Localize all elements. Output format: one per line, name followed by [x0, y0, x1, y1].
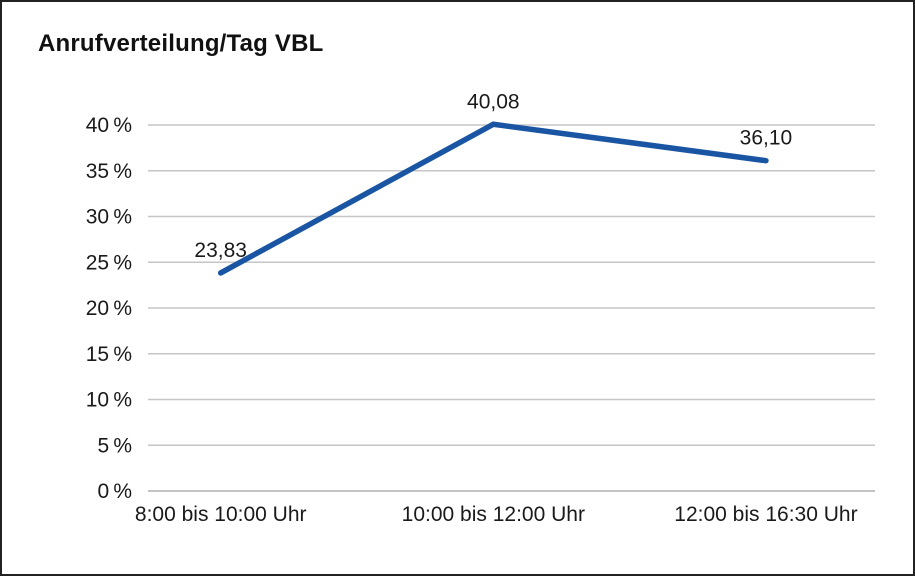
- y-tick-label: 35 %: [86, 160, 132, 183]
- y-tick-label: 0 %: [97, 480, 132, 503]
- x-category-label: 10:00 bis 12:00 Uhr: [402, 503, 585, 526]
- y-tick-label: 25 %: [86, 251, 132, 274]
- y-tick-label: 10 %: [86, 389, 132, 412]
- y-tick-label: 5 %: [97, 434, 132, 457]
- data-series-line: [217, 121, 769, 276]
- y-tick-label: 40 %: [86, 114, 132, 137]
- data-label: 23,83: [194, 239, 247, 262]
- chart-title: Anrufverteilung/Tag VBL: [38, 30, 324, 57]
- x-category-label: 8:00 bis 10:00 Uhr: [135, 503, 307, 526]
- x-category-label: 12:00 bis 16:30 Uhr: [674, 503, 857, 526]
- y-tick-label: 20 %: [86, 297, 132, 320]
- data-label: 36,10: [740, 127, 793, 150]
- y-tick-label: 15 %: [86, 343, 132, 366]
- data-label: 40,08: [467, 90, 520, 113]
- y-tick-label: 30 %: [86, 206, 132, 229]
